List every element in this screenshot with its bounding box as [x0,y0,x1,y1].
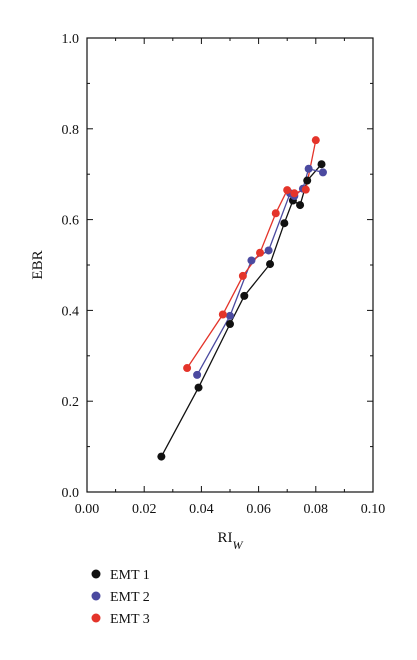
series-3-line [186,139,317,369]
series-2-line [196,168,324,376]
y-tick-label: 0.2 [62,395,80,410]
x-tick-label: 0.10 [361,502,386,517]
y-tick-label: 1.0 [62,32,80,47]
series-1-point [303,176,312,185]
series-1-point [194,383,203,392]
series-2-point [264,246,273,255]
series-1-point [296,201,305,210]
series-1-point [240,291,249,300]
legend-marker-series-1 [91,569,101,579]
axis-tick-labels: 0.00 0.02 0.04 0.06 0.08 0.10 0.0 0.2 0.4 0.6 0.8 1… [62,32,386,517]
series-3-point [290,189,299,198]
legend-label-series-2: EMT 2 [110,590,150,605]
series-3-point [238,271,247,280]
series-1-point [317,160,326,169]
series-3-point [301,185,310,194]
series-points [157,136,327,461]
legend-marker-series-3 [91,613,101,623]
series-2-point [318,168,327,177]
x-tick-label: 0.08 [304,502,329,517]
x-tick-label: 0.06 [246,502,271,517]
plot-area-frame [86,37,374,493]
legend-label-series-1: EMT 1 [110,568,150,583]
series-3-point [283,186,292,195]
series-2-point [226,311,234,320]
series-1-point [266,260,275,269]
legend-label-series-3: EMT 3 [110,612,150,627]
series-3-point [218,310,227,319]
y-tick-label: 0.0 [62,486,80,501]
x-tick-label: 0.00 [75,502,100,517]
series-3-point [256,248,265,257]
series-3-point [183,364,192,373]
y-axis-title: EBR [30,250,46,279]
series-2-point [247,256,256,265]
legend-marker-series-2 [91,591,101,601]
series-1-point [157,452,166,461]
y-tick-label: 0.4 [62,304,80,319]
series-2-point [193,370,202,379]
x-tick-label: 0.02 [132,502,157,517]
series-3-point [311,136,320,145]
axis-ticks [86,37,374,493]
series-1-point [280,219,289,228]
series-3-point [271,209,280,218]
y-tick-label: 0.8 [62,123,80,138]
series-1-point [226,320,234,329]
legend: EMT 1 EMT 2 EMT 3 [91,568,150,627]
series-2-point [304,164,313,173]
x-axis-title: RIW [218,530,244,552]
y-tick-label: 0.6 [62,214,80,229]
x-tick-label: 0.04 [189,502,214,517]
